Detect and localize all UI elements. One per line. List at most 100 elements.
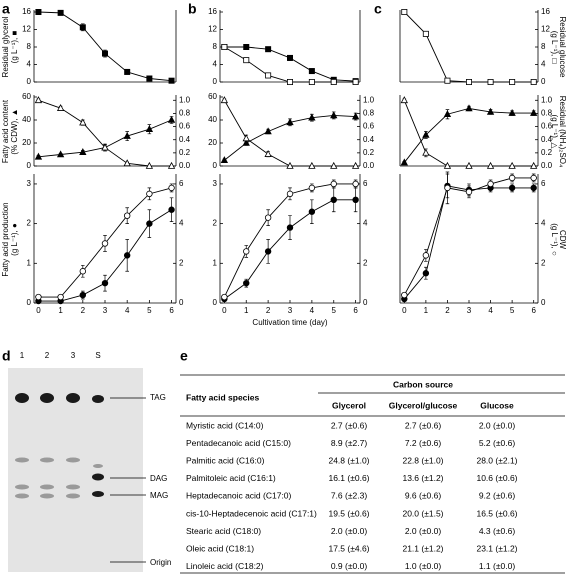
lane-label: 3: [71, 351, 76, 360]
x-tick-label: 3: [467, 306, 472, 315]
panel-label: a: [2, 1, 10, 17]
y-tick-label: 0: [27, 77, 32, 86]
y-tick-label: 20: [22, 138, 31, 147]
y2-tick-label: 0.6: [179, 122, 191, 131]
marker: [123, 212, 131, 219]
y2-tick-label: 16: [541, 7, 550, 16]
marker: [101, 240, 109, 247]
marker: [508, 174, 516, 182]
y2-axis-title: (g L⁻¹), △: [550, 115, 559, 150]
table-header: Glycerol: [332, 400, 366, 410]
band-label: Origin: [150, 558, 171, 567]
x-tick-label: 2: [266, 306, 271, 315]
table-group-header: Carbon source: [393, 379, 453, 389]
y-tick-label: 12: [208, 25, 217, 34]
marker: [530, 184, 537, 192]
y-tick-label: 3: [213, 179, 218, 188]
table-cell: Heptadecanoic acid (C17:0): [186, 491, 292, 501]
marker: [286, 118, 294, 126]
tlc-plate: 1 2 3 S TAG DAG MAG Origin: [8, 351, 171, 572]
table-cell: 16.1 (±0.6): [328, 473, 369, 483]
marker: [101, 279, 109, 287]
y2-tick-label: 6: [179, 179, 184, 188]
y-tick-label: 40: [22, 115, 31, 124]
marker: [286, 54, 293, 61]
y-tick-label: 8: [27, 42, 32, 51]
marker: [35, 293, 42, 301]
marker: [264, 150, 272, 157]
table-cell: 2.0 (±0.0): [331, 526, 367, 536]
y-axis-title: (g L⁻¹), ●: [10, 223, 19, 256]
y2-tick-label: 0: [541, 298, 546, 307]
x-tick-label: 0: [222, 306, 227, 315]
x-tick-label: 3: [103, 306, 108, 315]
marker: [444, 184, 451, 192]
y2-axis-title: CDW: [558, 230, 567, 250]
y2-tick-label: 0.6: [363, 122, 375, 131]
y-axis-title: (% CDW), ▲: [10, 108, 19, 154]
y2-tick-label: 1.0: [541, 95, 553, 104]
marker: [167, 161, 176, 169]
y-tick-label: 4: [27, 60, 32, 69]
marker: [56, 150, 65, 158]
table-cell: 2.7 (±0.6): [405, 420, 441, 430]
table-cell: Palmitoleic acid (C16:1): [186, 473, 276, 483]
band-label: MAG: [150, 491, 168, 500]
x-tick-label: 4: [488, 306, 493, 315]
y2-tick-label: 0: [541, 77, 546, 86]
marker: [79, 24, 86, 31]
table-cell: Palmitic acid (C16:0): [186, 455, 265, 465]
spots: [15, 393, 104, 497]
table-cell: 0.9 (±0.0): [331, 561, 367, 571]
marker: [530, 174, 537, 182]
series-line: [403, 185, 534, 300]
y-tick-label: 60: [208, 92, 217, 101]
table-cell: 9.6 (±0.6): [405, 491, 441, 501]
marker: [168, 77, 175, 84]
marker: [243, 279, 250, 287]
x-tick-label: 4: [310, 306, 315, 315]
table-cell: 1.1 (±0.0): [479, 561, 515, 571]
panel-label: b: [188, 1, 197, 17]
marker: [308, 184, 316, 192]
marker: [330, 180, 337, 188]
marker: [79, 118, 87, 126]
y2-tick-label: 12: [541, 25, 550, 34]
y-axis-title: Fatty acid content: [1, 99, 10, 163]
y2-tick-label: 1.0: [363, 95, 375, 104]
y2-axis-title: Residual glucose: [558, 17, 567, 78]
marker: [286, 161, 294, 169]
marker: [221, 293, 228, 301]
lane-label: 2: [45, 351, 50, 360]
marker: [220, 156, 229, 164]
y-tick-label: 0: [213, 161, 218, 170]
marker: [444, 77, 451, 84]
y2-tick-label: 2: [363, 258, 368, 267]
marker: [167, 115, 176, 123]
y-tick-label: 0: [27, 161, 32, 170]
marker: [308, 68, 315, 75]
y-tick-label: 40: [208, 115, 217, 124]
table-cell: Oleic acid (C18:1): [186, 543, 254, 553]
y-tick-label: 1: [27, 258, 32, 267]
y2-tick-label: 0: [363, 298, 368, 307]
marker: [400, 158, 408, 166]
marker: [422, 270, 430, 277]
y-tick-label: 20: [208, 138, 217, 147]
x-tick-label: 6: [531, 306, 536, 315]
y-tick-label: 16: [22, 7, 31, 16]
table-cell: 7.2 (±0.6): [405, 438, 441, 448]
marker: [79, 268, 87, 275]
x-axis-title: Cultivation time (day): [252, 318, 327, 327]
marker: [264, 127, 272, 135]
marker: [79, 291, 87, 299]
marker: [145, 125, 154, 133]
marker: [487, 79, 494, 86]
table-header: Glucose: [480, 400, 514, 410]
marker: [443, 110, 452, 118]
table-cell: 2.0 (±0.0): [479, 420, 515, 430]
marker: [352, 79, 359, 86]
y-tick-label: 0: [27, 298, 32, 307]
y-tick-label: 16: [208, 7, 217, 16]
y2-tick-label: 0.8: [541, 109, 553, 118]
